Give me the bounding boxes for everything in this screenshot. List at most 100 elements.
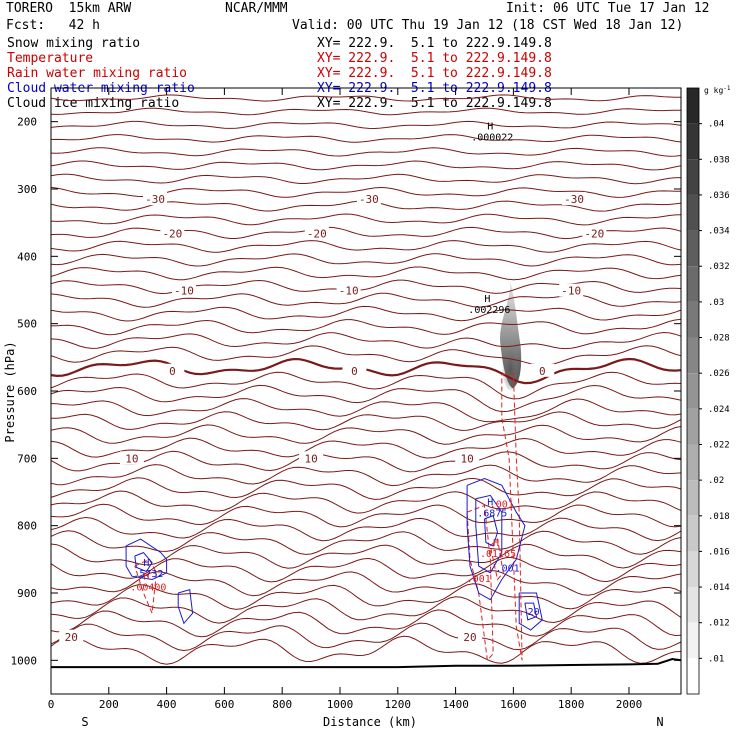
temperature-isotherm	[50, 266, 682, 281]
rain-contours	[134, 373, 523, 662]
temperature-isotherm	[50, 490, 682, 514]
temperature-isotherm	[50, 570, 682, 597]
temperature-isotherm	[50, 318, 682, 336]
x-tick-label: 0	[48, 698, 55, 711]
x-tick-label: 600	[214, 698, 234, 711]
temperature-isotherm	[50, 213, 682, 226]
temperature-isotherm	[50, 240, 682, 253]
colorbar-tick-label: .034	[708, 227, 730, 237]
isotherm-label-bg	[299, 451, 324, 465]
temperature-isotherm	[50, 437, 682, 459]
x-end-label-left: S	[81, 715, 88, 729]
isotherm-label: 10	[461, 452, 474, 465]
x-tick-label: 800	[272, 698, 292, 711]
temperature-isotherm	[50, 503, 682, 528]
temperature-contours: -30 -30 -30 -20 -20 -20 -10 -10 -10 0 0 0 10 10 10 20 20	[50, 94, 682, 665]
colorbar-unit-exp: -1	[723, 85, 731, 92]
temperature-isotherm	[50, 424, 682, 445]
temperature-isotherm	[50, 635, 682, 665]
isotherm-label-bg	[119, 451, 144, 465]
colorbar-swatch	[687, 159, 699, 195]
temperature-isotherm	[50, 464, 682, 487]
colorbar-tick-label: .04	[708, 120, 724, 130]
isotherm-label-bg	[559, 283, 584, 297]
extremum-symbol: H	[484, 294, 490, 305]
extremum-symbol: H	[487, 122, 493, 133]
temperature-isotherm	[50, 477, 682, 500]
colorbar-tick-label: .012	[708, 619, 730, 629]
extremum-symbol: H	[143, 572, 149, 583]
cloud-water-contour	[177, 588, 194, 625]
cloud-water-contour	[466, 477, 526, 601]
temperature-isotherm	[50, 120, 682, 130]
colorbar-tick-label: .036	[708, 191, 730, 201]
colorbar-swatch	[687, 444, 699, 481]
y-tick-label: 500	[17, 318, 37, 331]
y-axis-label: Pressure (hPa)	[3, 341, 17, 442]
isotherm-label: 10	[125, 452, 138, 465]
rain-contour	[466, 504, 494, 662]
y-tick-label: 1000	[11, 654, 38, 667]
field-name-rain: Rain water mixing ratio	[7, 66, 188, 81]
colorbar-tick-label: .026	[708, 369, 730, 379]
temperature-isotherm	[50, 160, 682, 171]
y-tick-label: 600	[17, 385, 37, 398]
x-tick-label: 1800	[558, 698, 585, 711]
temperature-isotherm	[50, 253, 682, 267]
field-name-snow: Snow mixing ratio	[7, 36, 141, 51]
colorbar-frame	[686, 87, 700, 695]
colorbar-unit: g kg-1	[704, 85, 731, 95]
temperature-isotherm	[50, 371, 682, 400]
colorbar-swatch	[687, 266, 699, 302]
field-name-temperature: Temperature	[7, 51, 94, 66]
isotherm-label-bg	[342, 363, 367, 377]
extremum-value: .01165	[480, 549, 516, 560]
extremum-value: .002296	[468, 305, 510, 316]
colorbar-swatch	[687, 373, 699, 409]
temperature-isotherm	[50, 609, 682, 638]
colorbar-swatch	[687, 230, 699, 267]
isotherm-label: -30	[145, 193, 165, 206]
colorbar-tick-label: .032	[708, 262, 730, 272]
snow-plume-core	[501, 338, 520, 391]
colorbar-swatch	[687, 480, 699, 516]
cloud-water-contour	[484, 514, 499, 547]
header-model: TORERO 15km ARW	[6, 1, 132, 16]
cloud-water-contour	[125, 538, 168, 581]
temperature-isotherm	[50, 583, 682, 610]
isotherm-label-bg	[356, 192, 381, 206]
temperature-isotherm	[50, 398, 682, 423]
y-tick-label: 300	[17, 183, 37, 196]
isotherm-label-bg	[160, 226, 185, 240]
y-tick-label: 700	[17, 452, 37, 465]
colorbar-swatch	[687, 123, 699, 160]
x-end-label-right: N	[656, 715, 663, 729]
isotherm-label: 10	[304, 452, 317, 465]
isotherm-label: -10	[339, 285, 359, 298]
temperature-isotherm	[50, 596, 682, 624]
extremum-value: .00400	[130, 583, 166, 594]
extremum-value: .000022	[471, 133, 513, 144]
terrain	[51, 657, 682, 669]
colorbar-swatch	[687, 587, 699, 623]
cloud-water-contour	[524, 602, 538, 621]
cloud-water-contour	[518, 592, 543, 631]
isotherm-label-bg	[458, 629, 483, 643]
field-xy-cloud-ice: XY= 222.9. 5.1 to 222.9.149.8	[317, 96, 552, 111]
isotherm-label: -30	[564, 193, 584, 206]
colorbar-tick-label: .018	[708, 512, 730, 522]
cloud-water-contour	[134, 552, 153, 573]
temperature-isotherm	[50, 450, 682, 473]
colorbar-tick-label: .03	[708, 298, 724, 308]
isotherm-label: -20	[162, 227, 182, 240]
isotherm-label: -10	[174, 285, 194, 298]
colorbar-tick-label: .028	[708, 334, 730, 344]
isotherm-label: 0	[539, 365, 546, 378]
colorbar-swatch	[687, 408, 699, 445]
rain-contour	[501, 373, 523, 661]
field-xy-snow: XY= 222.9. 5.1 to 222.9.149.8	[317, 36, 552, 51]
field-xy-temperature: XY= 222.9. 5.1 to 222.9.149.8	[317, 51, 552, 66]
isotherm-label-bg	[336, 283, 361, 297]
isotherm-label-bg	[304, 226, 329, 240]
